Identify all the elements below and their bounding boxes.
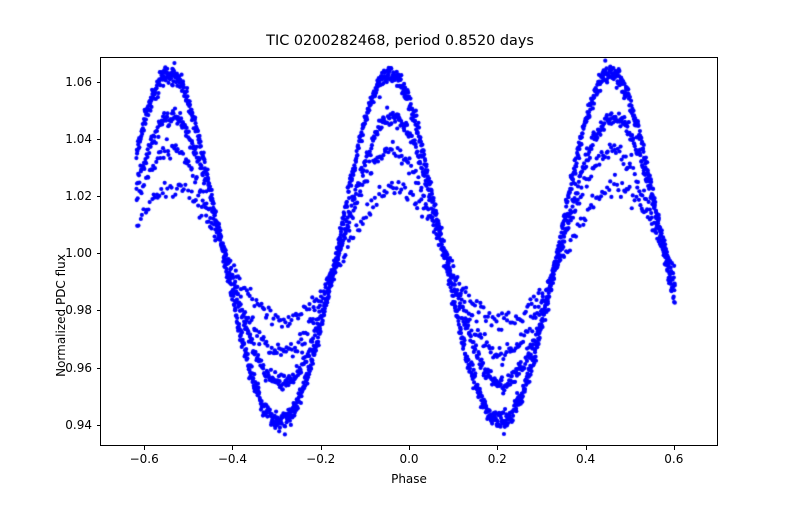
y-axis-tick-labels: 0.94 0.96 0.98 1.00 1.02 1.04 1.06 [0,0,92,500]
x-tick-label: −0.4 [217,452,247,466]
x-tick-mark [144,446,146,450]
x-tick-mark [585,446,587,450]
y-tick-label: 0.98 [65,303,92,318]
chart-title: TIC 0200282468, period 0.8520 days [266,33,534,49]
y-tick-mark [96,138,100,140]
y-tick-label: 1.06 [65,74,92,89]
y-tick-mark [96,196,100,197]
y-tick-label: 0.94 [65,417,92,432]
y-tick-label: 1.02 [65,189,92,203]
y-tick-mark [96,310,100,312]
x-axis-tick-labels: −0.6 −0.4 −0.2 0.0 0.2 0.4 0.6 [0,452,800,472]
x-tick-mark [320,446,322,450]
x-tick-mark [497,446,499,450]
x-tick-label: 0.0 [399,452,419,466]
plot-area [100,57,718,446]
y-tick-label: 1.04 [65,131,92,146]
x-tick-label: −0.2 [306,452,336,466]
y-tick-label: 1.00 [65,246,92,261]
y-tick-mark [96,81,100,83]
y-tick-mark [96,424,100,426]
x-tick-mark [673,446,675,450]
scatter-data-layer [101,58,717,445]
y-axis-label: Normalized PDC flux [54,254,68,377]
y-tick-mark [96,253,100,255]
x-tick-mark [232,446,234,450]
x-tick-label: 0.6 [664,452,684,466]
x-tick-label: 0.4 [576,452,596,466]
x-tick-mark [409,446,410,450]
x-axis-label: Phase [391,472,427,486]
x-tick-label: 0.2 [487,452,507,466]
y-tick-mark [96,367,100,369]
x-tick-label: −0.6 [129,452,159,466]
y-tick-label: 0.96 [65,360,92,375]
